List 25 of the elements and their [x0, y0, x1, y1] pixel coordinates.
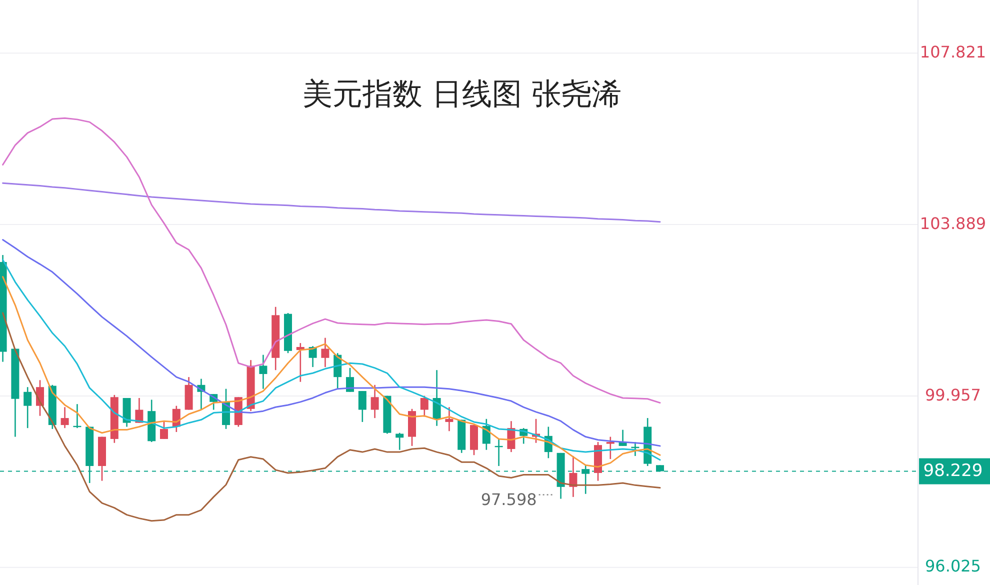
- y-tick-label: 107.821: [920, 42, 986, 62]
- candlestick: [346, 367, 354, 393]
- candlestick: [482, 418, 490, 451]
- candlestick: [60, 406, 69, 429]
- candlestick: [396, 432, 404, 451]
- ref-line-label: 98.229: [923, 460, 983, 481]
- candlestick: [420, 395, 428, 418]
- candlestick: [606, 436, 614, 460]
- candlestick: [259, 354, 268, 390]
- line-series: [2, 312, 661, 522]
- candlestick: [370, 384, 379, 419]
- line-series: [2, 182, 661, 223]
- y-tick-label: 99.957: [925, 385, 981, 404]
- candlestick: [432, 369, 441, 427]
- y-tick-label: 103.889: [920, 214, 986, 233]
- candlestick: [321, 337, 330, 368]
- line-series: [2, 239, 661, 447]
- candlestick: [24, 386, 32, 429]
- line-series: [2, 117, 661, 404]
- candlestick: [358, 390, 366, 423]
- candlestick: [160, 421, 168, 440]
- text: 美元指数 日线图 张尧浠: [302, 77, 622, 112]
- annotation: 97.598: [480, 490, 537, 510]
- candlestick: [445, 406, 454, 432]
- y-tick-label: 96.025: [925, 556, 981, 576]
